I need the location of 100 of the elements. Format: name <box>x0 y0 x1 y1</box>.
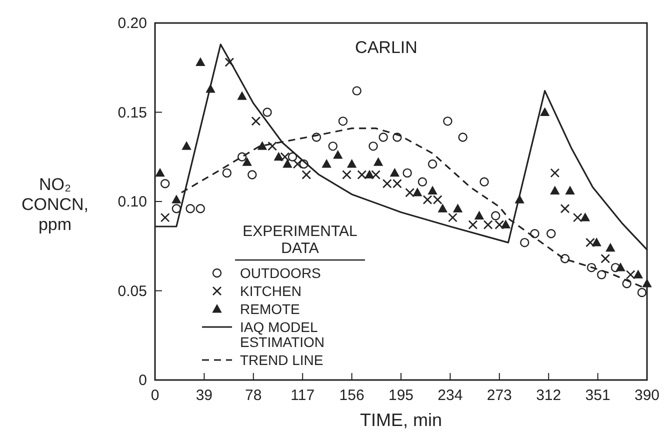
x-tick-label: 195 <box>388 387 414 404</box>
point <box>156 168 165 177</box>
point <box>443 116 452 126</box>
legend-title: EXPERIMENTAL DATA <box>242 223 358 257</box>
legend-label: REMOTE <box>240 301 300 317</box>
point <box>412 188 422 196</box>
x-tick-label: 234 <box>438 387 463 404</box>
point <box>196 58 205 66</box>
point <box>222 168 232 178</box>
point <box>402 168 412 178</box>
point <box>196 204 206 214</box>
point <box>172 195 181 204</box>
point <box>616 263 626 272</box>
y-axis-title: NO₂ CONCN, ppm <box>21 175 89 234</box>
point <box>405 188 415 198</box>
point <box>186 204 195 214</box>
point <box>312 132 322 142</box>
point <box>606 243 615 252</box>
x-axis-title: TIME, min <box>360 410 442 430</box>
point <box>368 142 378 151</box>
point <box>448 212 458 222</box>
point <box>238 92 247 100</box>
point <box>453 204 462 212</box>
point <box>501 220 510 228</box>
y-tick-label: 0.20 <box>118 15 147 32</box>
point <box>371 170 380 180</box>
x-tick-label: 156 <box>339 387 364 404</box>
y-tick-label: 0.15 <box>118 104 147 122</box>
point <box>302 170 312 180</box>
point <box>520 238 530 248</box>
point <box>352 86 362 96</box>
point <box>224 58 234 67</box>
point <box>328 142 338 151</box>
point <box>160 179 170 188</box>
point <box>282 160 292 168</box>
point <box>322 160 332 168</box>
point <box>586 262 596 272</box>
point <box>637 288 647 298</box>
point <box>237 152 247 162</box>
y-tick-label: 0.10 <box>118 194 147 210</box>
legend-label: IAQ MODEL ESTIMATION <box>240 319 325 350</box>
point <box>288 152 298 162</box>
point <box>172 204 182 214</box>
legend-label: OUTDOORS <box>240 265 321 281</box>
point <box>342 170 352 180</box>
y-tick-label: 0.05 <box>118 282 147 300</box>
x-tick-label: 351 <box>585 387 610 404</box>
point <box>333 150 342 159</box>
point <box>458 132 468 142</box>
point <box>546 229 556 238</box>
point <box>560 204 570 214</box>
point <box>600 254 610 264</box>
x-tick-label: 390 <box>634 387 660 404</box>
point <box>262 108 272 117</box>
point <box>592 238 602 246</box>
point <box>622 279 632 288</box>
x-tick-label: 117 <box>290 387 315 404</box>
point <box>428 159 438 169</box>
point <box>540 108 550 116</box>
point <box>248 170 257 180</box>
point <box>438 204 448 212</box>
point <box>610 262 620 272</box>
point <box>596 270 606 280</box>
point <box>280 152 290 162</box>
x-tick-label: 39 <box>196 387 213 404</box>
x-tick-label: 0 <box>150 387 160 404</box>
point <box>390 168 400 177</box>
point <box>560 254 570 264</box>
point <box>338 116 348 126</box>
point <box>182 142 192 150</box>
point <box>392 132 402 142</box>
text: CARLIN <box>355 38 418 57</box>
point <box>251 116 261 126</box>
point <box>160 212 170 222</box>
x-tick-label: 312 <box>536 387 562 404</box>
point <box>586 238 595 248</box>
point <box>468 220 478 230</box>
point <box>418 177 428 186</box>
point <box>364 170 374 178</box>
point <box>580 213 590 222</box>
point <box>572 212 582 222</box>
point <box>480 177 489 186</box>
point <box>378 132 388 142</box>
point <box>357 170 367 180</box>
point <box>268 141 278 151</box>
point <box>566 186 575 194</box>
point <box>242 158 252 166</box>
x-tick-label: 273 <box>486 387 512 404</box>
point <box>550 168 560 178</box>
point <box>347 160 356 168</box>
point <box>634 270 643 278</box>
point <box>274 152 284 161</box>
legend-label: KITCHEN <box>240 283 302 299</box>
point <box>299 159 308 169</box>
point <box>258 142 267 150</box>
point <box>474 211 484 220</box>
x-tick-label: 78 <box>245 387 262 404</box>
point <box>374 158 383 166</box>
point <box>550 186 560 194</box>
point <box>428 186 438 194</box>
